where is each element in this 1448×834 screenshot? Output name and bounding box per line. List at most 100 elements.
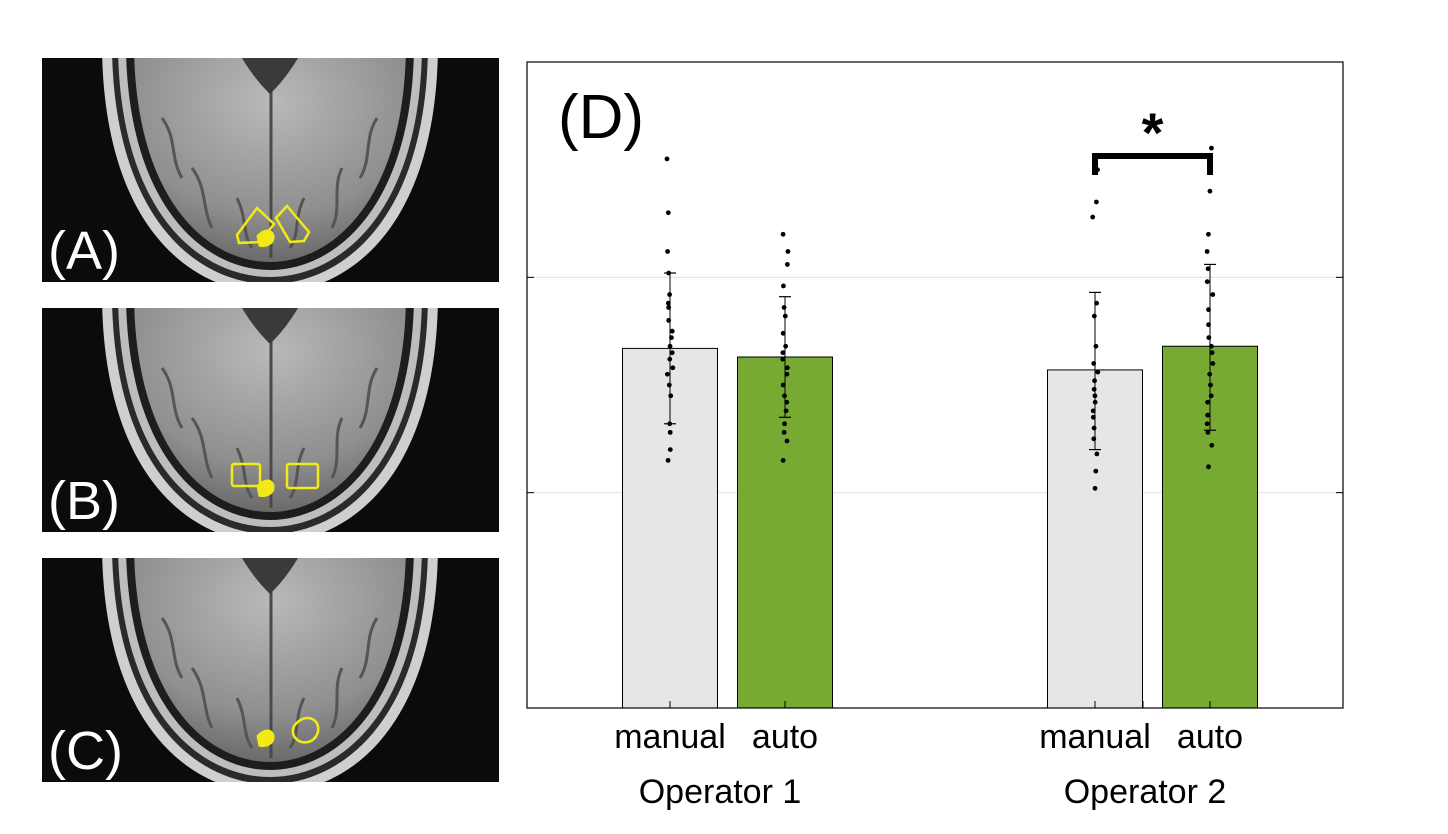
data-point — [784, 438, 790, 444]
bar-label-manual: manual — [614, 718, 726, 756]
data-point — [664, 156, 670, 162]
roi-left-rectangle — [230, 462, 262, 488]
sinus-roi — [256, 729, 275, 747]
bar-label-auto: auto — [752, 718, 818, 756]
panel-label-c: (C) — [48, 721, 123, 781]
sulcus — [190, 667, 214, 729]
data-point — [785, 365, 790, 371]
group-label-1: Operator 1 — [639, 773, 802, 811]
data-point — [664, 371, 670, 377]
plot-frame — [526, 61, 1344, 709]
data-point — [1091, 361, 1097, 366]
data-point — [1091, 386, 1097, 392]
significance-bracket — [1092, 153, 1213, 175]
ventricle — [242, 58, 298, 94]
data-point — [780, 231, 786, 237]
data-point — [665, 457, 671, 463]
data-point — [785, 249, 791, 254]
sulcus — [288, 697, 306, 749]
sulcus — [160, 367, 184, 429]
data-point — [1206, 335, 1212, 341]
sulcus — [330, 667, 344, 729]
data-point — [665, 300, 671, 306]
data-point — [1209, 350, 1215, 356]
data-point — [668, 393, 674, 399]
data-point — [1094, 300, 1100, 306]
roi-right-polygon — [274, 204, 311, 244]
data-point — [1205, 399, 1211, 405]
data-point — [780, 350, 786, 356]
group-label-2: Operator 2 — [1064, 773, 1227, 811]
bar-label-manual: manual — [1039, 718, 1151, 756]
data-point — [667, 447, 673, 452]
data-point — [1092, 485, 1098, 491]
data-point — [1092, 399, 1098, 405]
data-point — [1209, 145, 1214, 151]
data-point — [1095, 369, 1101, 375]
data-point — [1205, 429, 1211, 435]
data-point — [669, 350, 675, 356]
data-point — [667, 421, 673, 427]
sulcus — [288, 447, 306, 499]
data-point — [1090, 214, 1096, 220]
data-point — [780, 382, 786, 388]
roi-right-rectangle — [285, 462, 320, 490]
data-point — [1206, 231, 1211, 237]
data-point — [1093, 199, 1099, 205]
data-point — [1093, 468, 1099, 474]
data-point — [666, 318, 672, 323]
data-point — [1209, 442, 1215, 448]
sulcus — [235, 697, 254, 749]
data-point — [667, 429, 673, 435]
data-point — [1205, 266, 1211, 272]
data-point — [1204, 249, 1210, 254]
data-point — [667, 292, 673, 297]
data-point — [1093, 343, 1099, 349]
sulcus — [160, 117, 184, 179]
data-point — [1091, 313, 1097, 319]
data-point — [1206, 307, 1211, 313]
data-point — [670, 365, 676, 371]
data-point — [781, 283, 786, 289]
data-point — [665, 249, 670, 254]
data-point — [1090, 414, 1096, 420]
data-point — [784, 262, 790, 267]
data-point — [780, 356, 786, 362]
data-point — [1090, 408, 1096, 414]
mri-brain-image — [102, 58, 438, 282]
sulcus — [190, 167, 214, 229]
data-point — [1205, 412, 1211, 418]
data-point — [1208, 393, 1214, 399]
ventricle — [242, 558, 298, 594]
data-point — [780, 330, 786, 336]
data-point — [784, 399, 790, 405]
data-point — [666, 382, 672, 388]
data-point — [667, 343, 673, 349]
data-point — [1204, 421, 1210, 427]
data-point — [1091, 436, 1097, 442]
sulcus — [330, 417, 344, 479]
roi-freeform — [291, 716, 320, 744]
sulcus — [235, 447, 254, 499]
data-point — [782, 313, 788, 319]
sulcus — [288, 197, 306, 249]
data-point — [1210, 292, 1216, 297]
data-point — [782, 421, 787, 427]
data-point — [669, 335, 674, 341]
data-point — [1207, 188, 1213, 194]
significance-star: * — [1142, 101, 1164, 164]
panel-label-a: (A) — [48, 221, 120, 281]
data-point — [780, 457, 786, 463]
data-point — [1206, 322, 1211, 328]
data-point — [1206, 464, 1211, 470]
data-point — [666, 270, 672, 276]
data-point — [781, 429, 787, 435]
sulcus — [190, 417, 214, 479]
mri-panel-c: (C) — [42, 558, 499, 782]
sulcus — [358, 617, 379, 679]
sulcus — [358, 367, 379, 429]
data-point — [1092, 378, 1097, 384]
panel-label-d: (D) — [558, 83, 644, 152]
data-point — [783, 408, 789, 414]
